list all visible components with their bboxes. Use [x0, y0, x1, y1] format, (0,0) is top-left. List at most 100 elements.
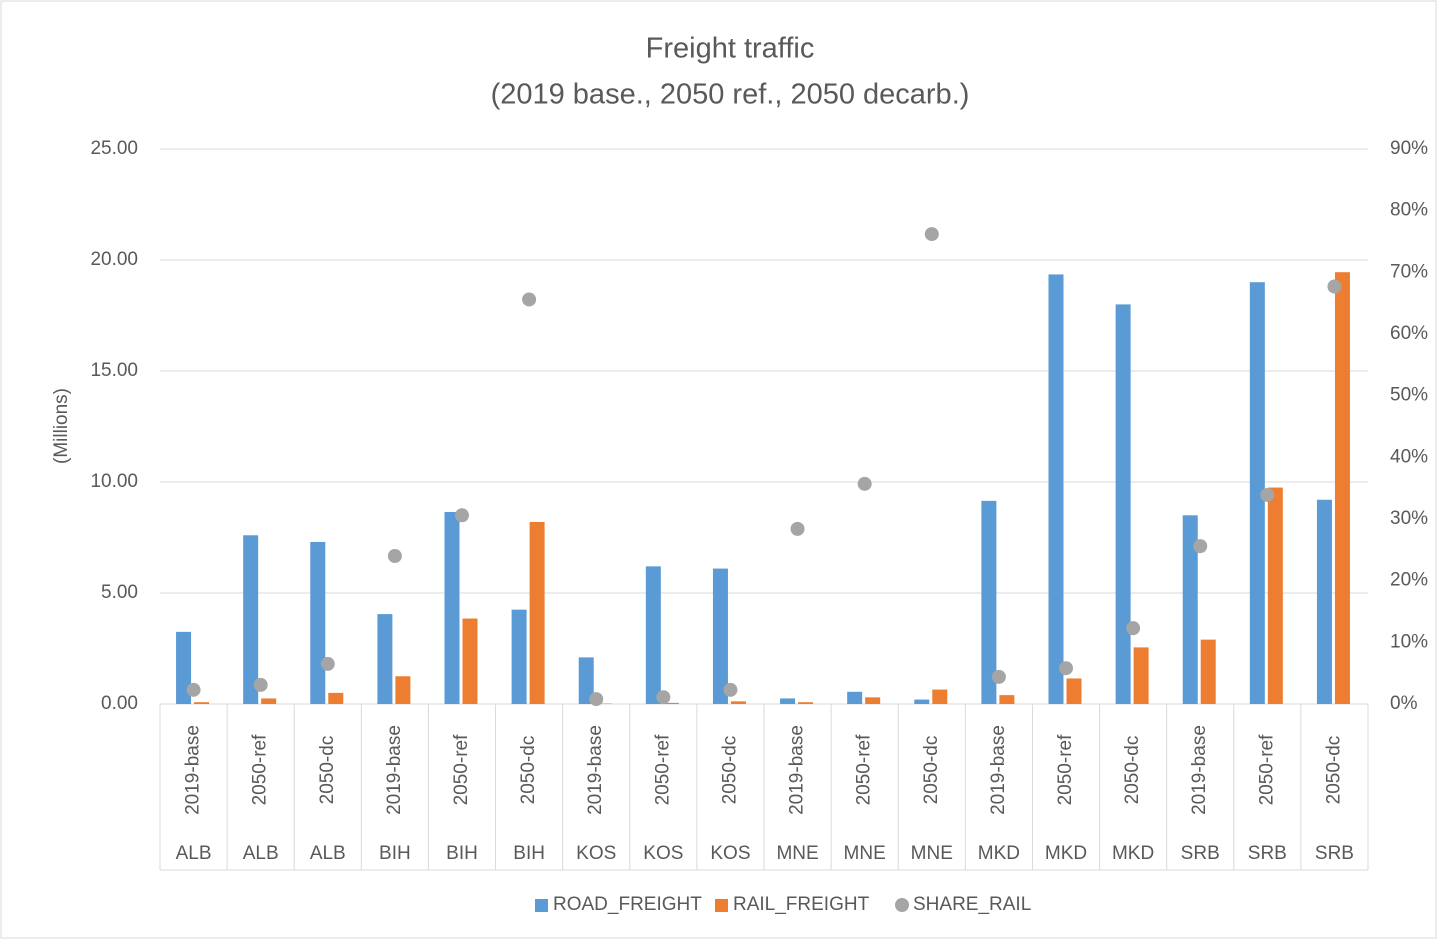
bar	[1267, 487, 1283, 704]
y2-tick-label: 40%	[1390, 446, 1428, 467]
y-tick-label: 25.00	[90, 138, 138, 159]
x-group-label: MNE	[911, 843, 953, 864]
bar	[1115, 304, 1131, 704]
legend-swatch	[895, 898, 909, 912]
scatter-point	[1193, 539, 1208, 554]
x-tick-label: 2050-ref	[250, 734, 271, 805]
x-group-label: MKD	[1112, 843, 1154, 864]
bar	[261, 698, 277, 704]
legend-label: SHARE_RAIL	[913, 894, 1031, 915]
y2-tick-label: 10%	[1390, 631, 1428, 652]
y-tick-label: 0.00	[101, 693, 138, 714]
x-group-label: SRB	[1248, 843, 1287, 864]
bar	[645, 566, 661, 704]
x-group-label: MNE	[776, 843, 818, 864]
scatter-point	[723, 682, 738, 697]
legend-swatch	[715, 899, 728, 912]
x-group-label: KOS	[643, 843, 683, 864]
bar	[176, 631, 192, 704]
bar	[529, 521, 545, 704]
y-axis-title: (Millions)	[51, 388, 72, 464]
x-tick-label: 2019-base	[585, 725, 606, 815]
x-tick-label: 2050-ref	[854, 734, 875, 805]
scatter-point	[857, 476, 872, 491]
bar	[444, 511, 460, 704]
x-group-label: SRB	[1181, 843, 1220, 864]
bar	[999, 695, 1015, 704]
y2-tick-label: 80%	[1390, 200, 1428, 221]
bar	[981, 500, 997, 704]
x-group-label: ALB	[310, 843, 346, 864]
bar	[1200, 639, 1216, 704]
bar	[511, 609, 527, 704]
y-tick-label: 20.00	[90, 249, 138, 270]
x-group-label: BIH	[379, 843, 411, 864]
x-tick-label: 2050-ref	[652, 734, 673, 805]
x-group-label: SRB	[1315, 843, 1354, 864]
legend-label: RAIL_FREIGHT	[733, 894, 870, 915]
bar	[1066, 678, 1082, 704]
x-tick-label: 2050-dc	[1122, 736, 1143, 805]
x-group-label: BIH	[513, 843, 545, 864]
bar	[932, 689, 948, 704]
x-tick-label: 2050-dc	[518, 736, 539, 805]
bar	[798, 702, 814, 704]
bar	[847, 691, 863, 704]
y2-tick-label: 60%	[1390, 323, 1428, 344]
chart-title: Freight traffic	[646, 33, 815, 65]
bar	[780, 698, 796, 704]
x-tick-label: 2019-base	[988, 725, 1009, 815]
scatter-point	[656, 690, 671, 705]
bar	[663, 702, 679, 704]
y2-tick-label: 30%	[1390, 508, 1428, 529]
y2-tick-label: 0%	[1390, 693, 1418, 714]
chart-subtitle: (2019 base., 2050 ref., 2050 decarb.)	[491, 79, 970, 111]
y-tick-label: 15.00	[90, 360, 138, 381]
x-group-label: MNE	[844, 843, 886, 864]
scatter-point	[253, 677, 268, 692]
bar	[328, 692, 344, 704]
scatter-point	[1126, 621, 1141, 636]
bar	[865, 697, 881, 704]
scatter-point	[186, 682, 201, 697]
x-group-label: KOS	[576, 843, 616, 864]
bar	[578, 657, 594, 704]
x-tick-label: 2019-base	[183, 725, 204, 815]
scatter-point	[1260, 487, 1275, 502]
x-tick-label: 2019-base	[1189, 725, 1210, 815]
scatter-point	[1059, 661, 1073, 676]
x-tick-label: 2050-ref	[1055, 734, 1076, 805]
x-tick-label: 2050-dc	[719, 736, 740, 805]
y2-tick-label: 90%	[1390, 138, 1428, 159]
x-tick-label: 2050-dc	[317, 736, 338, 805]
y2-tick-label: 50%	[1390, 385, 1428, 406]
x-group-label: KOS	[710, 843, 750, 864]
x-group-label: ALB	[243, 843, 279, 864]
x-tick-label: 2050-dc	[1323, 736, 1344, 805]
bar	[310, 541, 326, 704]
x-tick-label: 2050-ref	[1256, 734, 1277, 805]
bar	[914, 699, 930, 704]
x-tick-label: 2019-base	[384, 725, 405, 815]
bar	[377, 614, 393, 704]
scatter-point	[790, 521, 805, 536]
y-tick-label: 10.00	[90, 471, 138, 492]
legend-label: ROAD_FREIGHT	[553, 894, 702, 915]
bar	[730, 701, 746, 704]
scatter-point	[522, 292, 537, 307]
scatter-point	[1327, 279, 1342, 294]
x-group-label: MKD	[1045, 843, 1087, 864]
bar	[1316, 499, 1332, 704]
legend-swatch	[535, 899, 548, 912]
bar	[1182, 515, 1198, 704]
bar	[194, 702, 210, 704]
y2-tick-label: 20%	[1390, 570, 1428, 591]
scatter-point	[387, 549, 402, 563]
bar	[1334, 272, 1350, 704]
bar	[1048, 274, 1064, 704]
y-tick-label: 5.00	[101, 582, 138, 603]
x-tick-label: 2019-base	[787, 725, 808, 815]
bar	[1249, 282, 1265, 704]
